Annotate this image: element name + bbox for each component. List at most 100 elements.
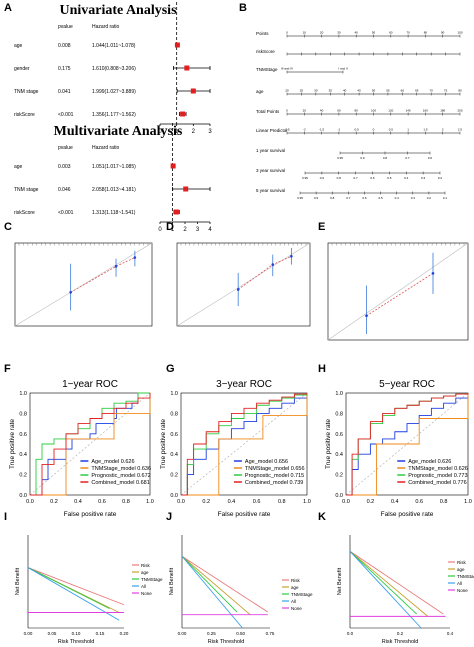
- nomogram-tick-label: 180: [440, 109, 445, 113]
- calibration-e-ideal-line: [327, 242, 469, 341]
- roc-3-year-x-tick-label: 0.6: [253, 499, 261, 505]
- dca-k-legend-label: age: [457, 567, 465, 572]
- roc-3-year-legend-label: TNMStage_model 0.656: [245, 466, 305, 472]
- nomogram-tick-label: 35: [329, 89, 333, 93]
- nomogram-row-label: Total Points: [256, 109, 280, 114]
- calibration-e-frame: [327, 242, 469, 341]
- dca-i-x-tick-label: 0.15: [96, 631, 105, 636]
- multivariate-title: Multivariate Analysis: [54, 124, 183, 139]
- roc-3-year-series-line: [181, 393, 308, 496]
- nomogram-tick-label: 20: [320, 31, 324, 35]
- dca-i-legend-label: All: [141, 584, 146, 589]
- roc-3-year-diagonal: [180, 392, 308, 496]
- panel-letter-g: G: [166, 363, 175, 375]
- calibration-e-point: [431, 272, 435, 275]
- dca-j-x-tick-label: 0.75: [266, 631, 275, 636]
- dca-k-series-line: [349, 550, 422, 629]
- nomogram-row-label: Linear Predictor: [256, 128, 288, 133]
- roc-5-year-y-tick-label: 0.6: [335, 432, 343, 438]
- roc-3-year-x-tick-label: 1.0: [303, 499, 311, 505]
- dca-i-x-tick-label: 0.20: [120, 631, 129, 636]
- nomogram-tick-label: 0.7: [346, 196, 351, 200]
- roc-3-year-y-tick-label: 0.0: [170, 493, 178, 499]
- nomogram-tick-label: 100: [457, 31, 462, 35]
- roc-5-year-y-tick-label: 1.0: [335, 391, 343, 397]
- nomogram-row-label: Points: [256, 31, 269, 36]
- nomogram-tick-label: 25: [300, 89, 304, 93]
- dca-k-legend-label: None: [457, 588, 468, 593]
- multivariate-row-label: age: [14, 164, 23, 170]
- dca-j-legend-label: age: [291, 585, 299, 590]
- dca-i-legend-label: age: [141, 570, 149, 575]
- nomogram-tick-label: 0.6: [362, 196, 367, 200]
- nomogram-tick-label: 0.3: [421, 176, 426, 180]
- dca-k-legend-label: Risk: [457, 560, 466, 565]
- panel-letter-j: J: [166, 511, 172, 523]
- dca-j-legend-label: None: [291, 606, 302, 611]
- calibration-d-ideal-line: [176, 242, 311, 327]
- roc-3-year-y-tick-label: 0.2: [170, 473, 178, 479]
- nomogram-tick-label: 0: [286, 31, 288, 35]
- roc-3-year-x-tick-label: 0.2: [202, 499, 210, 505]
- nomogram-tick-label: 160: [423, 109, 428, 113]
- roc-3-year-legend-label: Prognostic_model 0.715: [245, 473, 304, 479]
- multivariate-x-tick-label: 4: [208, 227, 212, 233]
- panel-letter-e: E: [318, 221, 325, 233]
- roc-3-year-y-tick-label: 1.0: [170, 391, 178, 397]
- nomogram-tick-label: 40: [355, 31, 359, 35]
- univariate-row-hr: 1.999(1.027~3.889): [92, 89, 136, 95]
- nomogram-tick-label: III and IV: [281, 67, 293, 71]
- roc-3-year-legend-label: Age_model 0.656: [245, 459, 288, 465]
- dca-j-legend-label: Risk: [291, 578, 300, 583]
- dca-i-series-line: [27, 567, 110, 610]
- univariate-x-tick-label: 3: [208, 129, 212, 135]
- roc-5-year-frame: [345, 392, 469, 496]
- roc-5-year-x-tick-label: 0.2: [367, 499, 375, 505]
- nomogram-tick-label: 0.9: [314, 196, 319, 200]
- calibration-d-fit-line: [237, 255, 292, 290]
- nomogram-tick-label: 0.6: [428, 156, 433, 160]
- nomogram-tick-label: 20: [303, 109, 307, 113]
- roc-3-year-x-tick-label: 0.4: [228, 499, 236, 505]
- dca-j-legend-label: TNMStage: [291, 592, 313, 597]
- roc-1-year-x-tick-label: 0.2: [50, 499, 58, 505]
- nomogram-tick-label: 45: [357, 89, 361, 93]
- multivariate-col-pvalue: pvalue: [58, 145, 73, 151]
- nomogram-tick-label: -1.5: [319, 128, 325, 132]
- nomogram-tick-label: 0.8: [337, 176, 342, 180]
- nomogram-tick-label: 0: [373, 128, 375, 132]
- roc-5-year-x-tick-label: 1.0: [464, 499, 472, 505]
- roc-3-year-x-tick-label: 0.8: [278, 499, 286, 505]
- roc-5-year-series-line: [346, 393, 469, 496]
- panel-letter-a: A: [4, 2, 12, 14]
- nomogram-tick-label: 0.9: [360, 156, 365, 160]
- roc-3-year-y-tick-label: 0.4: [170, 452, 178, 458]
- roc-5-year-legend-label: TNMStage_model 0.626: [408, 466, 468, 472]
- calibration-c-frame: [14, 242, 153, 327]
- calibration-c-fit-line: [70, 257, 136, 293]
- dca-k-x-tick-label: 0.0: [347, 631, 354, 636]
- nomogram-tick-label: 0.5: [387, 176, 392, 180]
- roc-1-year-y-tick-label: 0.4: [19, 452, 27, 458]
- calibration-c-point: [114, 265, 118, 268]
- multivariate-hr-point: [173, 209, 179, 215]
- multivariate-hr-point: [170, 163, 176, 169]
- univariate-row-pvalue: <0.001: [58, 112, 74, 118]
- roc-1-year-legend-label: Combined_model 0.681: [91, 480, 149, 486]
- dca-k-series-line: [349, 550, 429, 617]
- dca-j-series-line: [181, 555, 251, 616]
- nomogram-tick-label: -2.5: [284, 128, 290, 132]
- univariate-title: Univariate Analysis: [59, 3, 177, 18]
- univariate-row-label: riskScore: [14, 112, 35, 118]
- dca-i-legend-label: None: [141, 591, 152, 596]
- nomogram-tick-label: 0.95: [337, 156, 343, 160]
- multivariate-row-hr: 2.058(1.013~4.181): [92, 187, 136, 193]
- dca-j-series-line: [181, 555, 238, 613]
- dca-j-x-label: Risk Threshold: [208, 639, 245, 645]
- nomogram-tick-label: 75: [444, 89, 448, 93]
- roc-5-year-y-tick-label: 0.0: [335, 493, 343, 499]
- univariate-row-label: TNM stage: [14, 89, 39, 95]
- nomogram-row-label: TNMStage: [256, 67, 278, 72]
- dca-j-x-tick-label: 0.50: [236, 631, 245, 636]
